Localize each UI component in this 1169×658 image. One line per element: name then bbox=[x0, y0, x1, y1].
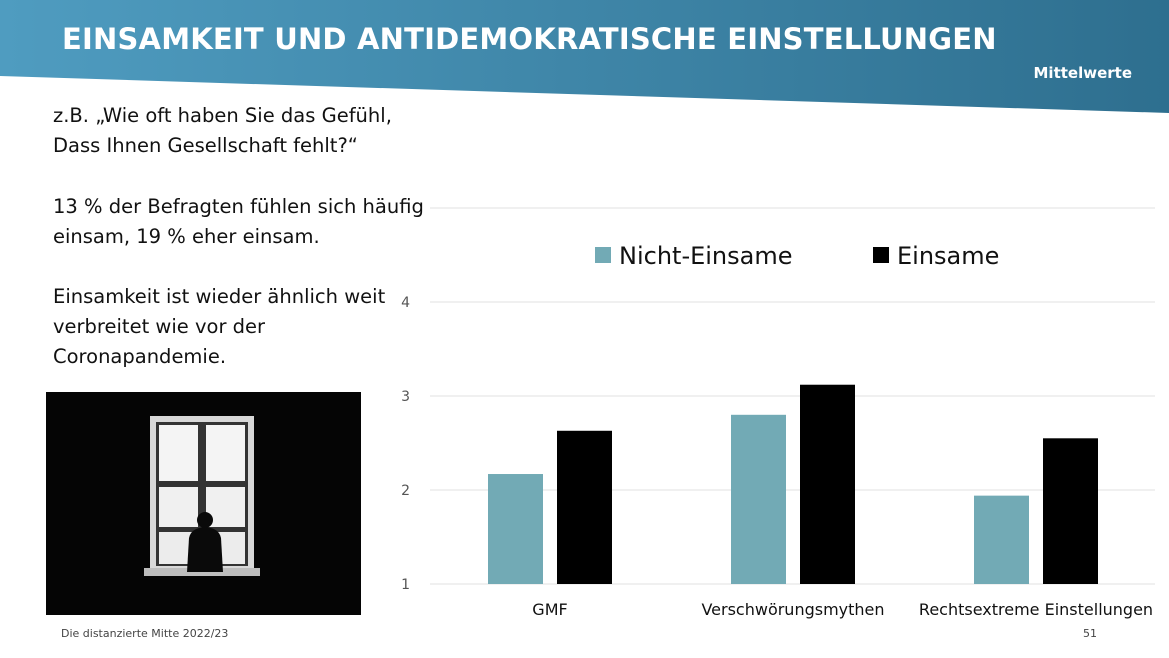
legend-swatch-einsame bbox=[873, 247, 889, 263]
category-label: Verschwörungsmythen bbox=[701, 600, 884, 619]
title-banner bbox=[0, 0, 1169, 113]
category-label: Rechtsextreme Einstellungen bbox=[919, 600, 1153, 619]
bar-einsame-0 bbox=[557, 430, 612, 584]
footer-source: Die distanzierte Mitte 2022/23 bbox=[61, 627, 229, 640]
legend-label-nicht-einsame: Nicht-Einsame bbox=[619, 242, 793, 270]
mittelwerte-badge: Mittelwerte bbox=[1033, 64, 1133, 82]
question-line-1: z.B. „Wie oft haben Sie das Gefühl, bbox=[53, 104, 392, 127]
y-tick-label: 2 bbox=[401, 483, 410, 499]
y-tick-label: 3 bbox=[401, 389, 410, 405]
bar-einsame-2 bbox=[1043, 438, 1098, 584]
legend-swatch-nicht-einsame bbox=[595, 247, 611, 263]
bar-nicht-einsame-0 bbox=[488, 474, 543, 584]
category-label: GMF bbox=[532, 600, 567, 619]
page-number: 51 bbox=[1083, 627, 1097, 640]
window-silhouette-photo bbox=[46, 392, 361, 615]
y-tick-label: 1 bbox=[401, 577, 410, 593]
note-line-2: verbreitet wie vor der bbox=[53, 315, 266, 338]
y-tick-label: 4 bbox=[401, 295, 410, 311]
note-line-3: Coronapandemie. bbox=[53, 345, 227, 368]
stat-line-2: einsam, 19 % eher einsam. bbox=[53, 225, 320, 248]
legend-label-einsame: Einsame bbox=[897, 242, 999, 270]
slide-title: EINSAMKEIT UND ANTIDEMOKRATISCHE EINSTEL… bbox=[62, 22, 997, 56]
bar-nicht-einsame-2 bbox=[974, 495, 1029, 584]
question-line-2: Dass Ihnen Gesellschaft fehlt?“ bbox=[53, 134, 358, 157]
note-line-1: Einsamkeit ist wieder ähnlich weit bbox=[53, 285, 386, 308]
bar-nicht-einsame-1 bbox=[731, 414, 786, 584]
bar-einsame-1 bbox=[800, 384, 855, 584]
stat-line-1: 13 % der Befragten fühlen sich häufig bbox=[53, 195, 424, 218]
